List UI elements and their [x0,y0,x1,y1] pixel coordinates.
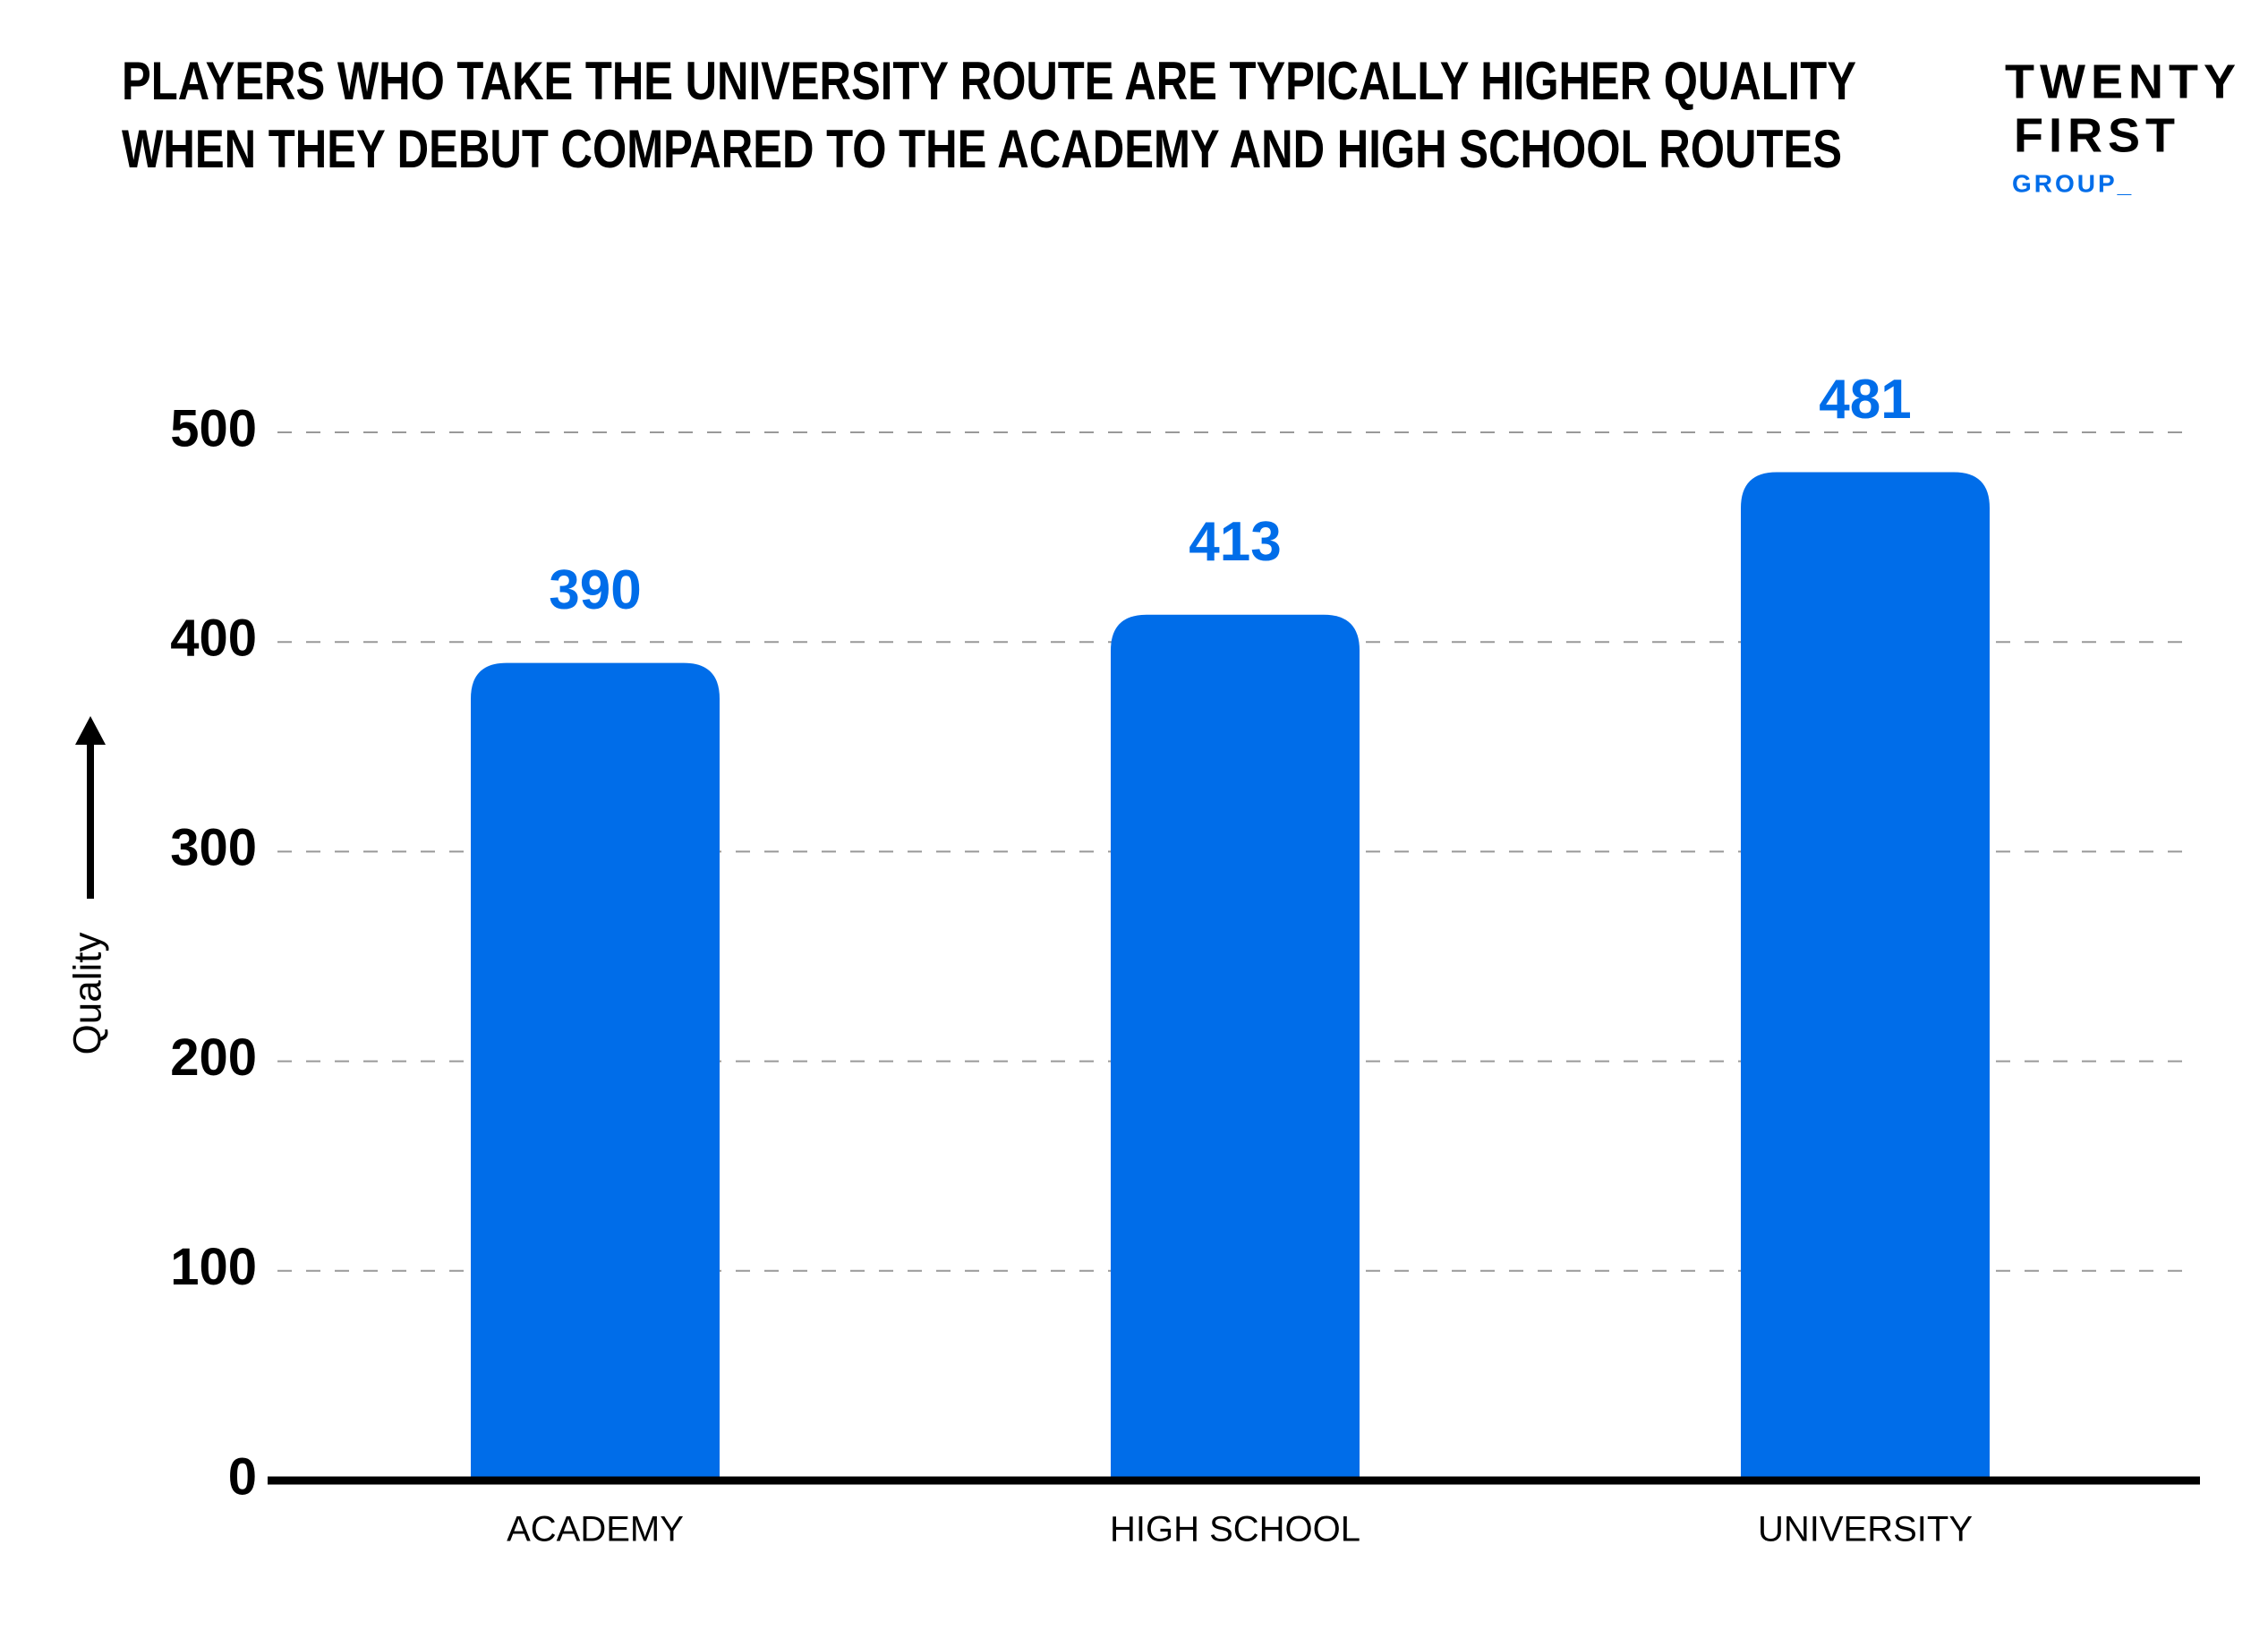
chart-title: WHEN THEY DEBUT COMPARED TO THE ACADEMY … [122,119,1842,179]
bar [471,662,720,1481]
y-tick-label: 300 [170,819,257,877]
x-tick-label: HIGH SCHOOL [1110,1510,1360,1549]
x-tick-label: UNIVERSITY [1758,1510,1973,1549]
logo: TWENTY [2005,55,2241,108]
y-tick-label: 400 [170,610,257,668]
chart-title: PLAYERS WHO TAKE THE UNIVERSITY ROUTE AR… [122,51,1856,111]
y-tick-label: 100 [170,1238,257,1296]
bar [1111,614,1360,1481]
bar [1741,472,1990,1481]
value-label: 390 [549,559,641,621]
y-tick-label: 0 [228,1447,257,1506]
x-tick-label: ACADEMY [507,1510,684,1549]
value-label: 481 [1819,369,1911,431]
value-label: 413 [1189,511,1281,573]
y-tick-label: 200 [170,1028,257,1087]
logo: FIRST [2014,108,2180,162]
y-tick-label: 500 [170,399,257,457]
y-axis-label: Quality [66,933,110,1055]
y-arrow-head [75,716,106,745]
logo: GROUP_ [2012,169,2134,197]
